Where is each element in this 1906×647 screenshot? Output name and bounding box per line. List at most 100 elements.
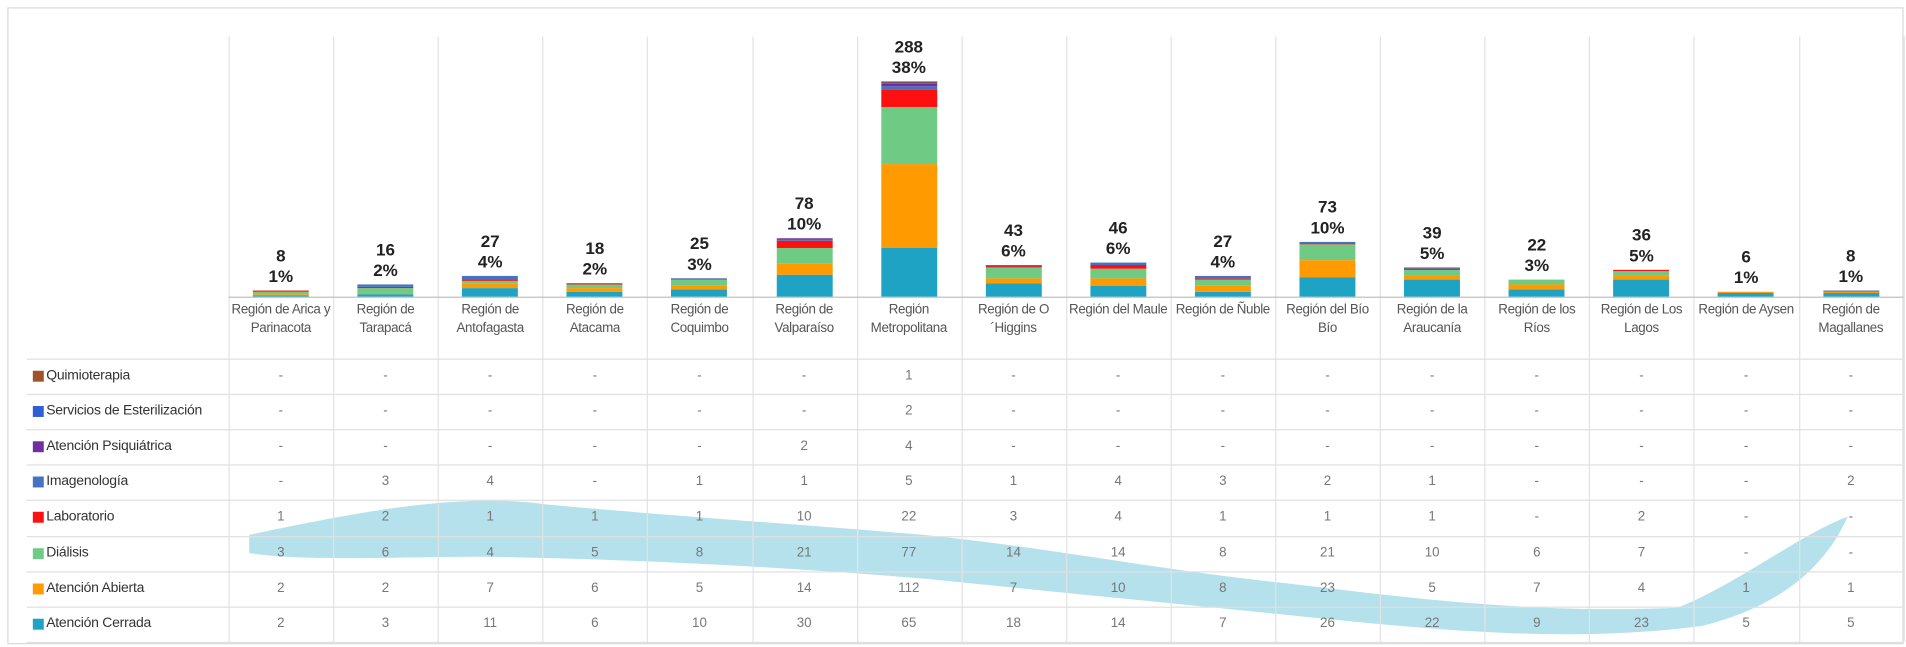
category-label: Región del Maule — [1069, 302, 1168, 318]
row-name: Imagenología — [46, 474, 128, 490]
table-cell: 4 — [486, 474, 494, 490]
category-label: Región de Antofagasta — [456, 302, 524, 336]
table-cell: - — [487, 403, 493, 419]
total-label: 18 — [585, 238, 605, 258]
total-label: 78 — [794, 193, 814, 213]
table-cell: 1 — [1428, 509, 1436, 525]
table-cell: 4 — [1114, 509, 1122, 525]
table-line — [26, 570, 1904, 573]
share-label: 6% — [1105, 237, 1131, 258]
table-cell: 3 — [1009, 509, 1018, 525]
table-cell: 7 — [1219, 615, 1227, 631]
bar-segment — [1194, 279, 1251, 286]
table-cell: - — [1220, 368, 1226, 383]
row-name: Laboratorio — [46, 509, 115, 525]
bar-segment — [1194, 285, 1251, 292]
table-line — [26, 606, 1904, 608]
total-label: 36 — [1632, 224, 1651, 245]
bar-segment — [1090, 278, 1147, 287]
table-cell: - — [1848, 403, 1854, 419]
table-cell: - — [1220, 403, 1226, 419]
table-cell: - — [801, 368, 807, 383]
table-cell: 10 — [796, 509, 812, 525]
legend-key — [32, 370, 44, 382]
table-cell: 14 — [796, 580, 812, 596]
bar-segment — [1299, 277, 1356, 297]
bar-segment — [1299, 243, 1356, 245]
table-cell: 1 — [1323, 509, 1332, 525]
total-label: 73 — [1318, 197, 1337, 217]
table-cell: 10 — [1110, 580, 1126, 596]
grid-line — [1798, 36, 1800, 642]
table-cell: - — [1743, 509, 1749, 525]
grid-line — [856, 36, 858, 642]
bar-segment — [1194, 291, 1251, 297]
table-cell: - — [1743, 545, 1749, 560]
total-label: 6 — [1741, 247, 1751, 267]
total-label: 27 — [480, 231, 500, 251]
grid-line — [1065, 36, 1068, 642]
table-cell: - — [1115, 368, 1121, 383]
bar-segment — [880, 248, 937, 297]
table-cell: 21 — [796, 545, 812, 560]
legend-key — [32, 547, 44, 559]
bar-segment — [776, 239, 833, 241]
share-label: 5% — [1629, 245, 1654, 265]
table-cell: 7 — [1009, 580, 1018, 596]
table-cell: 7 — [1637, 545, 1646, 560]
table-cell: - — [1534, 368, 1540, 383]
table-cell: 21 — [1320, 545, 1335, 560]
row-name: Diálisis — [46, 545, 89, 560]
bar-segment — [462, 276, 519, 280]
bar-segment — [776, 240, 833, 249]
table-cell: 30 — [796, 615, 812, 631]
bar-segment — [880, 106, 937, 165]
row-name: Quimioterapia — [46, 368, 131, 383]
total-label: 16 — [376, 239, 395, 260]
share-label: 6% — [1001, 240, 1026, 260]
grid-line — [1589, 36, 1591, 642]
bar-segment — [776, 248, 833, 264]
table-cell: 1 — [1742, 580, 1750, 596]
bar-segment — [671, 289, 728, 297]
bar-segment — [357, 294, 414, 297]
table-cell: - — [1534, 439, 1540, 454]
table-cell: - — [1639, 403, 1644, 419]
legend-key — [32, 618, 44, 630]
bar-segment — [566, 292, 623, 297]
table-cell: 4 — [486, 545, 494, 560]
table-cell: - — [1848, 509, 1854, 525]
bar-segment — [252, 290, 309, 292]
bar-segment — [671, 277, 728, 279]
grid-line — [1379, 36, 1382, 642]
table-cell: 3 — [277, 545, 285, 560]
table-cell: 5 — [1742, 615, 1750, 631]
legend-key — [32, 441, 44, 453]
table-cell: - — [278, 474, 284, 490]
category-label: Región de Magallanes — [1818, 302, 1884, 336]
table-cell: 1 — [905, 368, 913, 383]
bar-segment — [1404, 267, 1461, 269]
bar-segment — [1194, 276, 1251, 279]
bar-segment — [1822, 292, 1879, 293]
share-label: 1% — [1733, 267, 1759, 288]
table-cell: 14 — [1110, 545, 1126, 560]
table-cell: - — [383, 368, 388, 383]
total-label: 22 — [1527, 235, 1547, 255]
table-cell: 2 — [905, 403, 913, 419]
table-cell: 5 — [905, 474, 913, 490]
table-cell: - — [1011, 439, 1016, 454]
table-cell: 22 — [901, 509, 917, 525]
bar-segment — [1299, 244, 1356, 260]
table-cell: 1 — [486, 509, 494, 525]
table-cell: 1 — [591, 509, 599, 525]
bar-segment — [1404, 268, 1461, 269]
axis-line — [228, 296, 1904, 298]
bar-segment — [1404, 276, 1461, 281]
table-cell: - — [1639, 439, 1644, 454]
share-label: 4% — [477, 252, 503, 272]
bar-segment — [671, 279, 728, 286]
legend-key — [32, 476, 44, 488]
table-cell: 18 — [1006, 615, 1021, 631]
